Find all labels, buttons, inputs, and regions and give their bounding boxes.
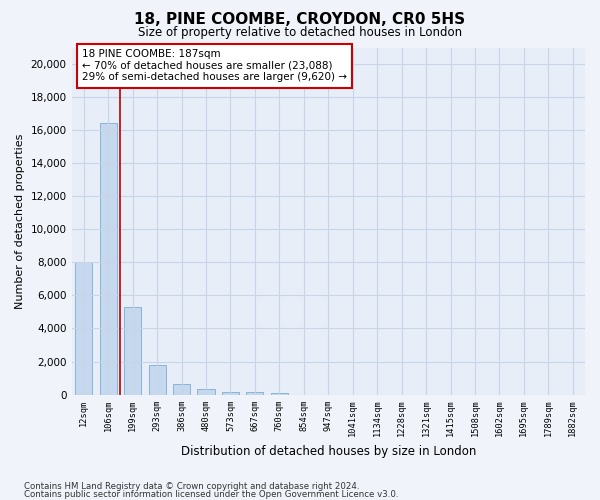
Bar [75, 262, 92, 394]
Y-axis label: Number of detached properties: Number of detached properties [15, 134, 25, 308]
Bar [197, 390, 215, 394]
Text: 18, PINE COOMBE, CROYDON, CR0 5HS: 18, PINE COOMBE, CROYDON, CR0 5HS [134, 12, 466, 28]
Text: Size of property relative to detached houses in London: Size of property relative to detached ho… [138, 26, 462, 39]
Text: 18 PINE COOMBE: 187sqm
← 70% of detached houses are smaller (23,088)
29% of semi: 18 PINE COOMBE: 187sqm ← 70% of detached… [82, 49, 347, 82]
Text: Contains HM Land Registry data © Crown copyright and database right 2024.: Contains HM Land Registry data © Crown c… [24, 482, 359, 491]
Bar [222, 392, 239, 394]
Bar [173, 384, 190, 394]
Bar [124, 308, 141, 394]
X-axis label: Distribution of detached houses by size in London: Distribution of detached houses by size … [181, 444, 476, 458]
Bar [271, 393, 288, 394]
Bar [100, 122, 117, 394]
Bar [149, 366, 166, 394]
Bar [247, 392, 263, 394]
Text: Contains public sector information licensed under the Open Government Licence v3: Contains public sector information licen… [24, 490, 398, 499]
